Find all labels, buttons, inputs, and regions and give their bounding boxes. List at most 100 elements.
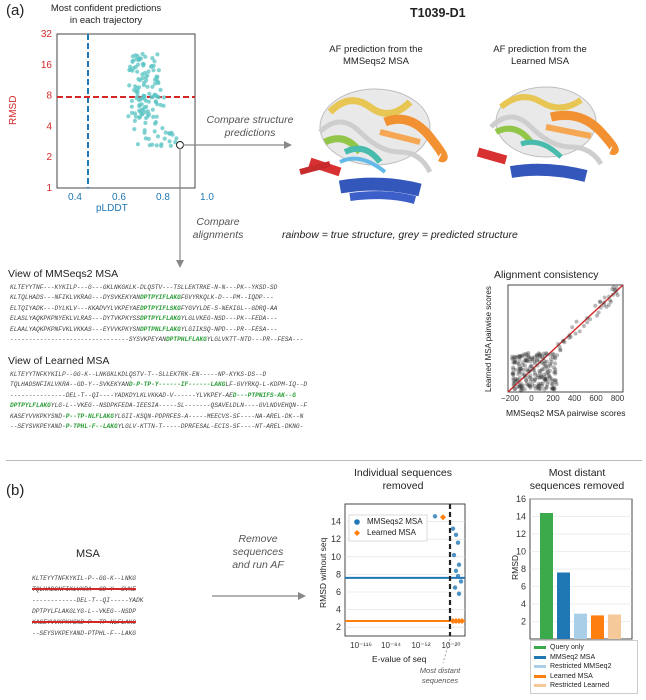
consistency-point <box>518 366 523 371</box>
consistency-point <box>532 355 537 360</box>
scatter-point <box>130 58 136 63</box>
consistency-point <box>511 381 516 386</box>
consistency-point <box>532 384 537 388</box>
consistency-point <box>517 383 522 387</box>
individual-ytick: 4 <box>336 605 341 615</box>
consistency-point <box>512 360 517 365</box>
mmseqs-point <box>432 514 438 519</box>
individual-xtick: 10⁻⁵² <box>411 641 430 650</box>
distant-annotation: Most distant sequences <box>419 666 461 685</box>
scatter-point <box>138 97 143 102</box>
consistency-point <box>546 371 551 376</box>
individual-chart: 14 12 10 8 6 4 2 10⁻¹¹⁶ 10⁻⁸⁴ 10⁻⁵² 10⁻²⁰ <box>331 503 466 664</box>
consistency-point <box>607 294 611 299</box>
consistency-point <box>553 367 558 372</box>
scatter-point <box>152 59 157 64</box>
consistency-point <box>544 364 549 369</box>
consistency-point <box>517 354 522 359</box>
consistency-point <box>517 369 522 374</box>
msa-segment: YLGLV-KTTN-T-----DPRFESAL-ECIS-SF----NT-… <box>117 423 304 431</box>
consistency-point <box>536 386 541 391</box>
consistency-point <box>524 378 529 383</box>
consistency-point <box>511 370 516 375</box>
consistency-point <box>520 354 525 359</box>
consistency-point <box>547 374 552 379</box>
scatter-point <box>162 136 167 141</box>
mmseqs-view-title: View of MMSeqs2 MSA <box>8 268 119 280</box>
mmseqs-point <box>453 568 459 574</box>
scatter-point <box>160 126 165 131</box>
consistency-point <box>517 357 522 362</box>
consistency-point <box>531 368 536 373</box>
consistency-point <box>527 357 532 362</box>
legend-label: Restricted Learned <box>550 682 610 689</box>
consistency-point <box>520 372 524 376</box>
consistency-point <box>532 370 537 375</box>
scatter-point <box>143 136 148 141</box>
remove-arrow <box>212 592 306 600</box>
scatter-point <box>145 109 150 114</box>
consistency-point <box>602 295 607 300</box>
scatter-point <box>130 54 135 59</box>
scatter-point <box>141 83 146 88</box>
scatter-point <box>147 91 152 96</box>
msa-segment: KLTQLHADS---NFIKLVKRAG---DYSVKEKYAN <box>10 294 140 302</box>
msa-segment: FGVYRKQLK-D---PM--IQDP--- <box>180 294 274 302</box>
scatter-point <box>128 67 133 72</box>
scatter-point <box>135 62 141 67</box>
consistency-point <box>520 363 525 368</box>
consistency-point <box>604 304 609 309</box>
msa-segment: ELTQIYADK---DYLKLV---KKADVYLVKPEYAE <box>10 304 140 312</box>
consistency-point <box>552 387 557 392</box>
consistency-point <box>597 299 602 304</box>
consistency-point <box>529 377 534 382</box>
scatter-point <box>135 142 140 147</box>
consistency-point <box>519 385 524 389</box>
consistency-point <box>544 351 549 356</box>
consistency-point <box>519 367 524 371</box>
bar-query-only <box>540 513 553 639</box>
consistency-point <box>527 355 531 359</box>
scatter-point <box>133 114 138 119</box>
mmseqs-point <box>455 573 461 579</box>
consistency-point <box>522 387 527 392</box>
scatter-point <box>143 110 148 115</box>
legend-entry: Restricted Learned <box>534 681 634 691</box>
scatter-point <box>158 102 163 108</box>
consistency-point <box>521 367 526 372</box>
scatter-point <box>134 86 140 91</box>
bar-mmseq2-msa <box>557 572 570 639</box>
consistency-point <box>532 379 537 384</box>
scatter-point <box>150 84 155 89</box>
individual-ytick: 8 <box>336 569 341 579</box>
distant-ytick: 6 <box>521 582 526 592</box>
msa-line: ELASLYAQKPKPNYEKLVLRAS---DYTVKPKYSSDPTPY… <box>10 314 303 324</box>
consistency-point <box>556 342 561 346</box>
consistency-point <box>515 385 520 390</box>
scatter-point <box>154 93 159 98</box>
consistency-point <box>544 376 549 381</box>
scatter-frame <box>56 33 196 189</box>
scatter-point <box>132 127 137 132</box>
consistency-point <box>530 357 535 362</box>
consistency-point <box>514 355 519 360</box>
scatter-point <box>135 93 140 98</box>
scatter-point <box>137 56 142 62</box>
consistency-point <box>518 388 523 393</box>
distant-title: Most distant sequences removed <box>529 467 625 492</box>
consistency-point <box>585 320 590 325</box>
scatter-point <box>128 64 133 69</box>
bar-restricted-learned <box>608 614 621 639</box>
msa-highlight: D-P-TP-Y------IF------LAKG <box>128 381 226 389</box>
scatter-point <box>151 63 156 68</box>
consistency-point <box>524 351 529 356</box>
consistency-point <box>512 387 517 391</box>
consistency-xtick: 600 <box>589 394 603 403</box>
scatter-point <box>140 76 145 81</box>
consistency-point <box>528 365 533 370</box>
consistency-point <box>553 371 558 376</box>
scatter-point <box>141 94 146 99</box>
consistency-point <box>549 360 554 364</box>
consistency-point <box>525 367 530 372</box>
learned-point <box>459 618 465 625</box>
